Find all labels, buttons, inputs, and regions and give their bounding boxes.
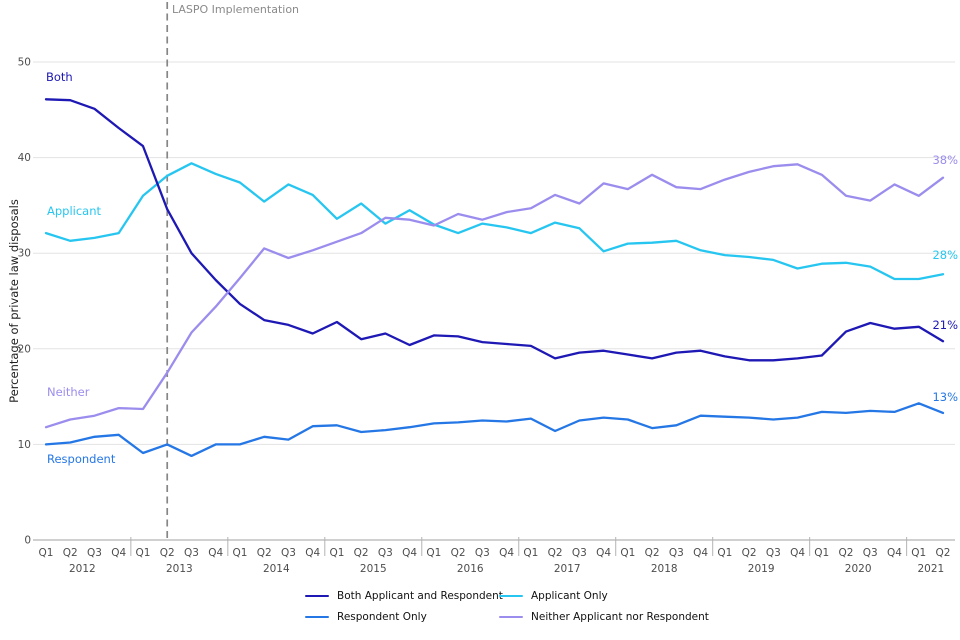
x-tick-label-quarter: Q4 bbox=[305, 547, 320, 559]
x-tick-label-quarter: Q2 bbox=[936, 547, 951, 559]
x-tick-label-quarter: Q4 bbox=[790, 547, 805, 559]
x-tick-label-quarter: Q4 bbox=[693, 547, 708, 559]
x-tick-label-quarter: Q1 bbox=[135, 547, 150, 559]
legend-label-respondent: Respondent Only bbox=[337, 611, 427, 623]
x-tick-label-year: 2014 bbox=[263, 563, 290, 575]
x-tick-label-quarter: Q2 bbox=[354, 547, 369, 559]
x-tick-label-quarter: Q3 bbox=[669, 547, 684, 559]
x-tick-label-quarter: Q4 bbox=[402, 547, 417, 559]
y-tick-label-10: 10 bbox=[18, 439, 31, 451]
x-tick-label-year: 2015 bbox=[360, 563, 387, 575]
series-label-respondent: Respondent bbox=[47, 452, 116, 466]
x-tick-label-quarter: Q1 bbox=[232, 547, 247, 559]
x-tick-label-quarter: Q4 bbox=[111, 547, 126, 559]
x-tick-label-year: 2016 bbox=[457, 563, 484, 575]
legend-label-neither: Neither Applicant nor Respondent bbox=[531, 611, 709, 623]
laspo-annotation-label: LASPO Implementation bbox=[172, 3, 300, 16]
legend-item-both: Both Applicant and Respondent bbox=[305, 590, 503, 602]
x-tick-label-quarter: Q1 bbox=[329, 547, 344, 559]
end-label-both: 21% bbox=[932, 318, 958, 332]
x-tick-label-quarter: Q1 bbox=[717, 547, 732, 559]
x-tick-label-quarter: Q3 bbox=[572, 547, 587, 559]
legend-swatch-applicant bbox=[499, 594, 523, 598]
series-line-neither-applicant-nor-respondent bbox=[44, 163, 945, 429]
x-tick-label-quarter: Q2 bbox=[548, 547, 563, 559]
legend-item-applicant: Applicant Only bbox=[499, 590, 709, 602]
x-tick-label-quarter: Q3 bbox=[281, 547, 296, 559]
x-tick-label-quarter: Q3 bbox=[766, 547, 781, 559]
end-label-applicant: 28% bbox=[932, 248, 958, 262]
x-tick-label-quarter: Q2 bbox=[645, 547, 660, 559]
y-axis-title: Percentage of private law disposals bbox=[7, 199, 21, 403]
x-tick-label-quarter: Q1 bbox=[911, 547, 926, 559]
x-tick-label-quarter: Q2 bbox=[160, 547, 175, 559]
legend: Both Applicant and Respondent Applicant … bbox=[305, 590, 709, 623]
legend-label-both: Both Applicant and Respondent bbox=[337, 590, 503, 602]
legend-item-respondent: Respondent Only bbox=[305, 611, 499, 623]
x-tick-label-year: 2017 bbox=[554, 563, 581, 575]
x-tick-label-quarter: Q2 bbox=[742, 547, 757, 559]
series-label-both: Both bbox=[46, 70, 73, 84]
y-tick-label-20: 20 bbox=[18, 343, 31, 355]
x-tick-label-quarter: Q3 bbox=[87, 547, 102, 559]
x-tick-label-quarter: Q3 bbox=[184, 547, 199, 559]
y-tick-label-40: 40 bbox=[18, 152, 31, 164]
x-tick-label-quarter: Q4 bbox=[887, 547, 902, 559]
x-tick-label-quarter: Q1 bbox=[620, 547, 635, 559]
end-label-respondent: 13% bbox=[932, 390, 958, 404]
x-tick-label-quarter: Q4 bbox=[596, 547, 611, 559]
x-tick-label-quarter: Q1 bbox=[814, 547, 829, 559]
legend-swatch-neither bbox=[499, 615, 523, 619]
legend-swatch-respondent bbox=[305, 615, 329, 619]
legend-label-applicant: Applicant Only bbox=[531, 590, 608, 602]
x-tick-label-quarter: Q2 bbox=[451, 547, 466, 559]
series-label-applicant: Applicant bbox=[47, 204, 102, 218]
x-tick-label-quarter: Q2 bbox=[257, 547, 272, 559]
x-tick-label-year: 2021 bbox=[918, 563, 945, 575]
y-tick-label-50: 50 bbox=[18, 57, 31, 69]
y-tick-label-30: 30 bbox=[18, 248, 31, 260]
x-tick-label-year: 2018 bbox=[651, 563, 678, 575]
end-label-neither: 38% bbox=[932, 153, 958, 167]
series-line-applicant-only bbox=[44, 162, 945, 281]
x-tick-label-quarter: Q2 bbox=[63, 547, 78, 559]
x-tick-label-quarter: Q3 bbox=[475, 547, 490, 559]
legend-swatch-both bbox=[305, 594, 329, 598]
x-tick-label-quarter: Q1 bbox=[39, 547, 54, 559]
x-tick-label-quarter: Q4 bbox=[208, 547, 223, 559]
x-tick-label-quarter: Q1 bbox=[523, 547, 538, 559]
x-tick-label-year: 2019 bbox=[748, 563, 775, 575]
x-tick-label-year: 2012 bbox=[69, 563, 96, 575]
x-tick-label-year: 2020 bbox=[845, 563, 872, 575]
x-tick-label-quarter: Q4 bbox=[499, 547, 514, 559]
series-label-neither: Neither bbox=[47, 385, 90, 399]
y-tick-label-0: 0 bbox=[24, 535, 31, 547]
x-tick-label-quarter: Q3 bbox=[863, 547, 878, 559]
legend-item-neither: Neither Applicant nor Respondent bbox=[499, 611, 709, 623]
x-tick-label-quarter: Q1 bbox=[426, 547, 441, 559]
x-tick-label-quarter: Q3 bbox=[378, 547, 393, 559]
x-tick-label-year: 2013 bbox=[166, 563, 193, 575]
series-line-both-applicant-and-respondent bbox=[44, 98, 945, 362]
series-line-respondent-only bbox=[44, 402, 945, 458]
x-tick-label-quarter: Q2 bbox=[839, 547, 854, 559]
